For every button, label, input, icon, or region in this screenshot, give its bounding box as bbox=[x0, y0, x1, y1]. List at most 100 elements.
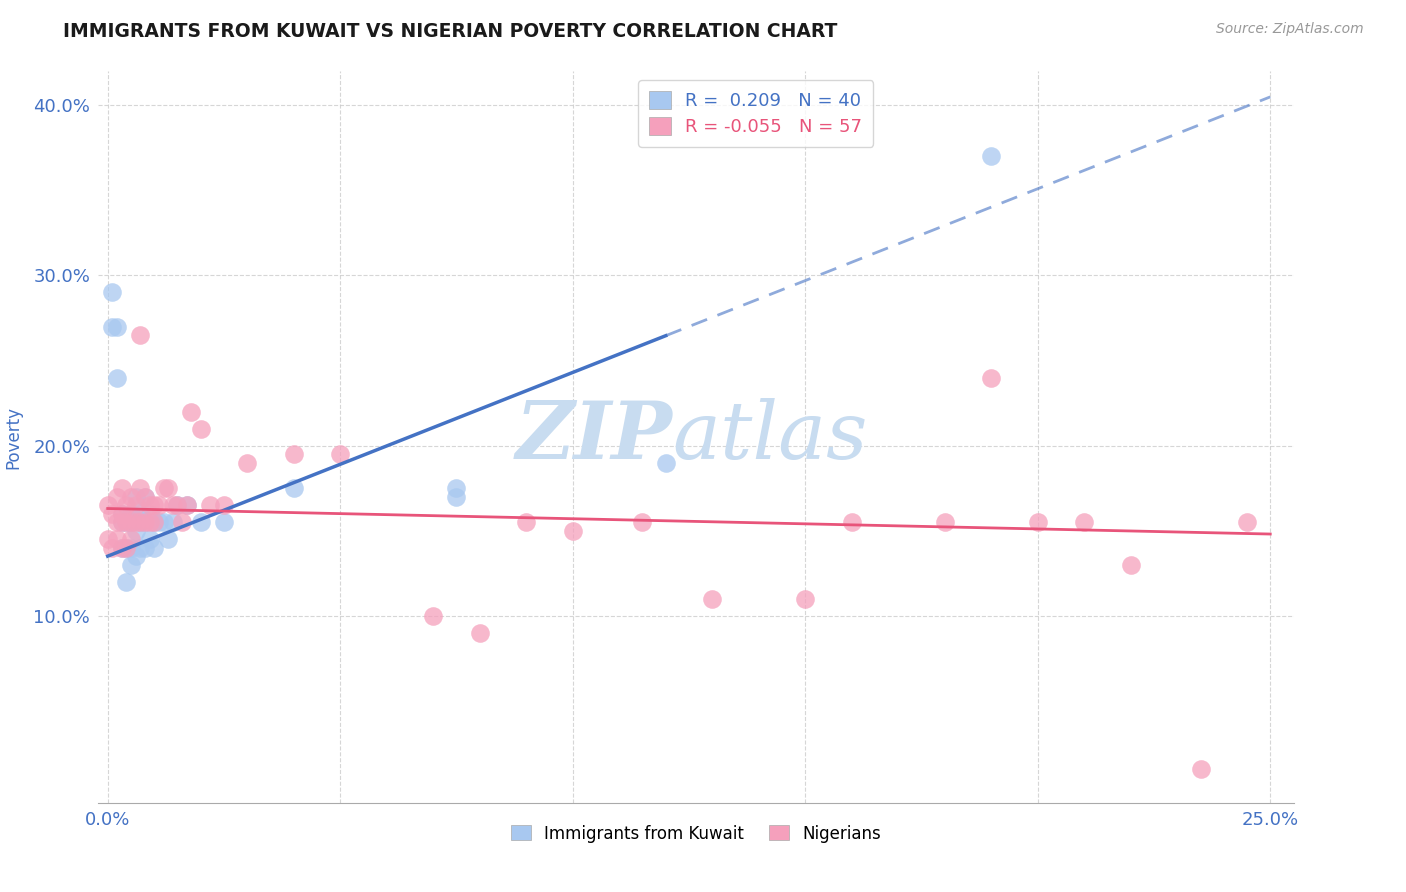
Point bbox=[129, 481, 152, 495]
Point bbox=[143, 498, 166, 512]
Point bbox=[105, 515, 128, 529]
Point bbox=[124, 549, 146, 563]
Point bbox=[162, 498, 184, 512]
Point bbox=[101, 507, 124, 521]
Point bbox=[134, 490, 156, 504]
Text: atlas: atlas bbox=[672, 399, 868, 475]
Point bbox=[166, 498, 188, 512]
Point bbox=[143, 541, 166, 555]
Point bbox=[105, 319, 128, 334]
Point bbox=[105, 532, 128, 546]
Point bbox=[1073, 515, 1095, 529]
Point bbox=[980, 370, 1002, 384]
Point bbox=[120, 490, 142, 504]
Point bbox=[120, 515, 142, 529]
Point bbox=[111, 507, 134, 521]
Point bbox=[129, 515, 152, 529]
Point bbox=[101, 541, 124, 555]
Point bbox=[468, 625, 491, 640]
Point bbox=[283, 481, 305, 495]
Point bbox=[134, 515, 156, 529]
Point bbox=[120, 507, 142, 521]
Point bbox=[1119, 558, 1142, 572]
Legend: Immigrants from Kuwait, Nigerians: Immigrants from Kuwait, Nigerians bbox=[505, 818, 887, 849]
Point bbox=[134, 515, 156, 529]
Text: IMMIGRANTS FROM KUWAIT VS NIGERIAN POVERTY CORRELATION CHART: IMMIGRANTS FROM KUWAIT VS NIGERIAN POVER… bbox=[63, 22, 838, 41]
Point bbox=[101, 285, 124, 300]
Point bbox=[138, 532, 160, 546]
Point bbox=[105, 490, 128, 504]
Point bbox=[157, 481, 180, 495]
Point bbox=[124, 515, 146, 529]
Point bbox=[176, 498, 198, 512]
Point bbox=[212, 498, 235, 512]
Point bbox=[111, 541, 134, 555]
Y-axis label: Poverty: Poverty bbox=[4, 406, 22, 468]
Point bbox=[236, 456, 259, 470]
Point bbox=[176, 498, 198, 512]
Point bbox=[134, 541, 156, 555]
Point bbox=[446, 490, 468, 504]
Point bbox=[115, 541, 138, 555]
Point bbox=[190, 515, 212, 529]
Point bbox=[124, 498, 146, 512]
Point bbox=[152, 481, 174, 495]
Point bbox=[111, 481, 134, 495]
Point bbox=[631, 515, 654, 529]
Point bbox=[198, 498, 221, 512]
Point bbox=[124, 524, 146, 538]
Point bbox=[97, 498, 120, 512]
Point bbox=[180, 404, 202, 418]
Point bbox=[162, 515, 184, 529]
Point bbox=[283, 447, 305, 461]
Point bbox=[129, 515, 152, 529]
Text: Source: ZipAtlas.com: Source: ZipAtlas.com bbox=[1216, 22, 1364, 37]
Point bbox=[115, 574, 138, 589]
Point bbox=[148, 498, 170, 512]
Point bbox=[129, 328, 152, 343]
Point bbox=[111, 507, 134, 521]
Point bbox=[143, 515, 166, 529]
Point bbox=[115, 498, 138, 512]
Point bbox=[143, 515, 166, 529]
Point bbox=[794, 591, 817, 606]
Point bbox=[101, 319, 124, 334]
Point bbox=[841, 515, 863, 529]
Text: ZIP: ZIP bbox=[515, 399, 672, 475]
Point bbox=[134, 490, 156, 504]
Point bbox=[115, 515, 138, 529]
Point bbox=[138, 507, 160, 521]
Point bbox=[111, 541, 134, 555]
Point bbox=[111, 515, 134, 529]
Point bbox=[166, 498, 188, 512]
Point bbox=[190, 421, 212, 435]
Point bbox=[1026, 515, 1049, 529]
Point bbox=[702, 591, 724, 606]
Point bbox=[157, 532, 180, 546]
Point bbox=[934, 515, 956, 529]
Point bbox=[422, 608, 444, 623]
Point bbox=[120, 541, 142, 555]
Point bbox=[148, 515, 170, 529]
Point bbox=[172, 515, 194, 529]
Point bbox=[115, 541, 138, 555]
Point bbox=[212, 515, 235, 529]
Point bbox=[655, 456, 678, 470]
Point bbox=[129, 541, 152, 555]
Point bbox=[120, 532, 142, 546]
Point bbox=[105, 370, 128, 384]
Point bbox=[1236, 515, 1258, 529]
Point bbox=[1189, 762, 1212, 776]
Point bbox=[124, 490, 146, 504]
Point bbox=[120, 515, 142, 529]
Point bbox=[138, 498, 160, 512]
Point bbox=[120, 558, 142, 572]
Point bbox=[980, 149, 1002, 163]
Point bbox=[115, 515, 138, 529]
Point bbox=[446, 481, 468, 495]
Point bbox=[515, 515, 537, 529]
Point bbox=[138, 515, 160, 529]
Point bbox=[129, 507, 152, 521]
Point bbox=[111, 515, 134, 529]
Point bbox=[561, 524, 583, 538]
